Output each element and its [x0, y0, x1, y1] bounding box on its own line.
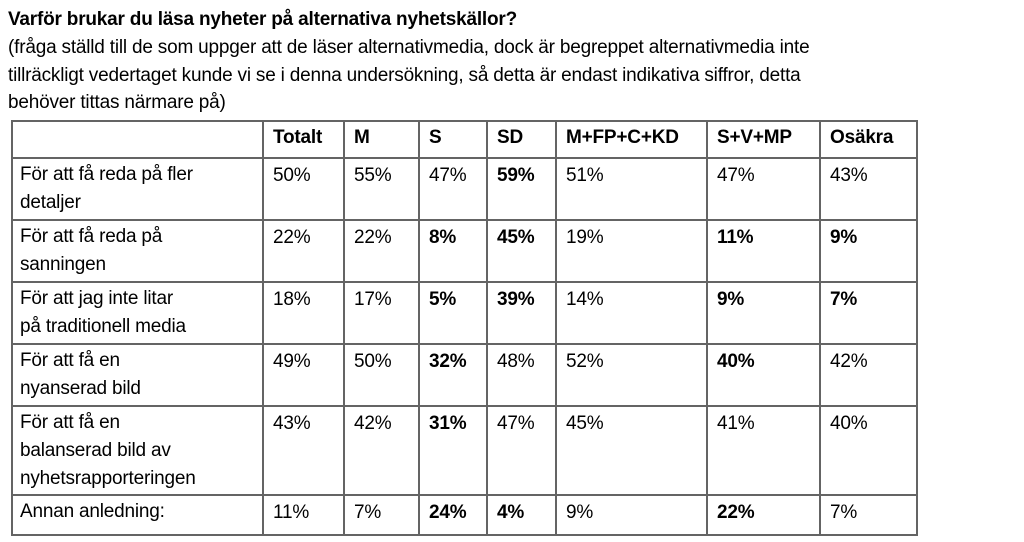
value-cell: 47% [486, 404, 557, 496]
value-cell: 9% [706, 280, 821, 345]
header-cell-svmp: S+V+MP [706, 119, 821, 159]
header-cell-sd: SD [486, 119, 557, 159]
value-cell: 55% [343, 156, 420, 221]
header-row: Totalt M S SD M+FP+C+KD S+V+MP Osäkra [11, 119, 918, 159]
value-cell: 40% [819, 404, 918, 496]
table-row: För att få reda på sanningen 22% 22% 8% … [11, 218, 918, 283]
value-cell: 31% [418, 404, 488, 496]
value-cell: 11% [706, 218, 821, 283]
header-cell-s: S [418, 119, 488, 159]
value-cell: 40% [706, 342, 821, 407]
value-cell: 4% [486, 493, 557, 536]
value-cell: 50% [262, 156, 345, 221]
header-cell-mfpckd: M+FP+C+KD [555, 119, 708, 159]
value-cell: 11% [262, 493, 345, 536]
page-subtitle: (fråga ställd till de som uppger att de … [8, 37, 810, 113]
table-row: Annan anledning: 11% 7% 24% 4% 9% 22% 7% [11, 493, 918, 536]
row-label: För att få reda på fler detaljer [11, 156, 264, 221]
value-cell: 14% [555, 280, 708, 345]
value-cell: 47% [706, 156, 821, 221]
value-cell: 43% [819, 156, 918, 221]
value-cell: 7% [819, 280, 918, 345]
value-cell: 24% [418, 493, 488, 536]
table-row: För att få reda på fler detaljer 50% 55%… [11, 156, 918, 221]
value-cell: 43% [262, 404, 345, 496]
header-cell-osakra: Osäkra [819, 119, 918, 159]
value-cell: 49% [262, 342, 345, 407]
value-cell: 48% [486, 342, 557, 407]
survey-results-table: Totalt M S SD M+FP+C+KD S+V+MP Osäkra Fö… [11, 119, 918, 536]
value-cell: 32% [418, 342, 488, 407]
value-cell: 51% [555, 156, 708, 221]
page-title: Varför brukar du läsa nyheter på alterna… [8, 9, 517, 30]
header-cell-totalt: Totalt [262, 119, 345, 159]
table-row: För att få en balanserad bild av nyhetsr… [11, 404, 918, 496]
header-cell-m: M [343, 119, 420, 159]
value-cell: 22% [706, 493, 821, 536]
value-cell: 59% [486, 156, 557, 221]
row-label: För att få reda på sanningen [11, 218, 264, 283]
row-label: För att jag inte litar på traditionell m… [11, 280, 264, 345]
table-row: För att få en nyanserad bild 49% 50% 32%… [11, 342, 918, 407]
value-cell: 19% [555, 218, 708, 283]
value-cell: 42% [343, 404, 420, 496]
value-cell: 7% [343, 493, 420, 536]
value-cell: 52% [555, 342, 708, 407]
value-cell: 22% [343, 218, 420, 283]
value-cell: 42% [819, 342, 918, 407]
value-cell: 17% [343, 280, 420, 345]
value-cell: 8% [418, 218, 488, 283]
value-cell: 45% [555, 404, 708, 496]
value-cell: 9% [555, 493, 708, 536]
header-cell-empty [11, 119, 264, 159]
value-cell: 9% [819, 218, 918, 283]
row-label: Annan anledning: [11, 493, 264, 536]
value-cell: 47% [418, 156, 488, 221]
value-cell: 45% [486, 218, 557, 283]
value-cell: 5% [418, 280, 488, 345]
value-cell: 39% [486, 280, 557, 345]
row-label: För att få en balanserad bild av nyhetsr… [11, 404, 264, 496]
value-cell: 18% [262, 280, 345, 345]
value-cell: 7% [819, 493, 918, 536]
value-cell: 41% [706, 404, 821, 496]
value-cell: 22% [262, 218, 345, 283]
value-cell: 50% [343, 342, 420, 407]
table-row: För att jag inte litar på traditionell m… [11, 280, 918, 345]
row-label: För att få en nyanserad bild [11, 342, 264, 407]
